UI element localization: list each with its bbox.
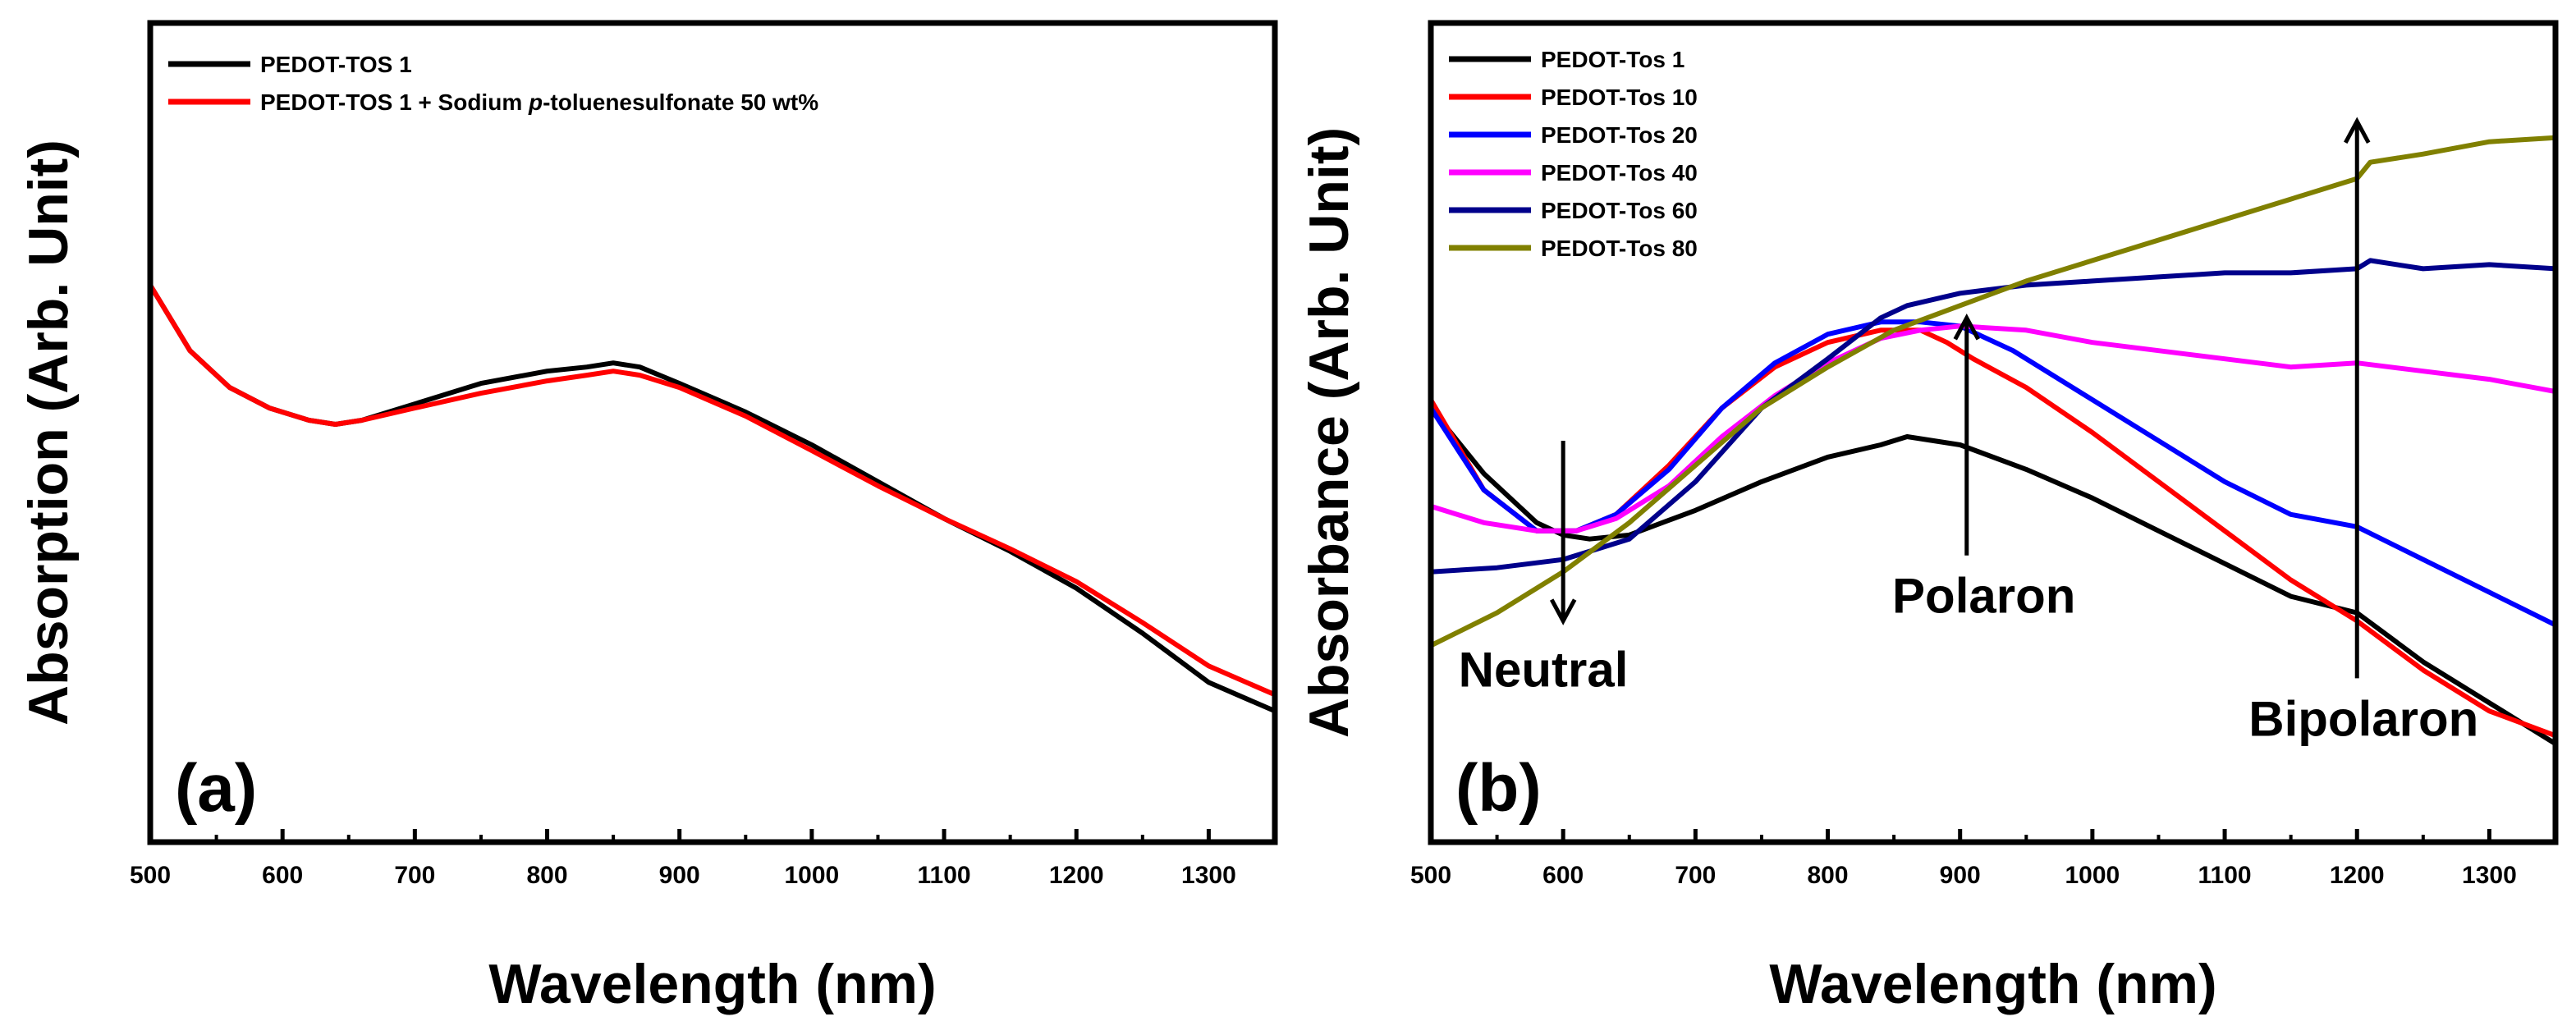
annotation-label-neutral: Neutral bbox=[1459, 642, 1629, 697]
legend-b: PEDOT-Tos 1 PEDOT-Tos 10 PEDOT-Tos 20 PEDOT… bbox=[1449, 47, 1698, 261]
annotation-arrow-polaron bbox=[1953, 314, 1980, 556]
x-tick-label: 500 bbox=[130, 862, 171, 889]
annotations-b: Neutral Polaron Bipolaron bbox=[1459, 117, 2478, 746]
series-layer-b bbox=[1431, 135, 2555, 747]
series-line-pedot-tos-80 bbox=[1431, 135, 2555, 648]
panel-b: 500 600 700 800 900 1000 1100 1200 1300 Waveleng… bbox=[1298, 20, 2559, 1015]
x-tick-label: 500 bbox=[1410, 862, 1451, 889]
plot-frame-a bbox=[147, 20, 1278, 845]
series-line-pedot-tos-1 bbox=[1431, 405, 2555, 747]
plot-frame-b bbox=[1428, 20, 2559, 845]
x-tick-label: 900 bbox=[659, 862, 700, 889]
panel-a: 500 600 700 800 900 1000 1100 1200 1300 Waveleng… bbox=[17, 20, 1278, 1015]
x-tick-label: 1200 bbox=[1049, 862, 1104, 889]
legend-label: PEDOT-Tos 1 bbox=[1541, 47, 1684, 72]
annotation-label-polaron: Polaron bbox=[1892, 569, 2075, 624]
x-axis-b: 500 600 700 800 900 1000 1100 1200 1300 bbox=[1410, 829, 2517, 889]
x-tick-label: 1300 bbox=[1181, 862, 1236, 889]
x-tick-label: 800 bbox=[526, 862, 567, 889]
x-tick-label: 1000 bbox=[785, 862, 840, 889]
x-tick-label: 1300 bbox=[2462, 862, 2517, 889]
y-axis-title-a: Absorption (Arb. Unit) bbox=[17, 140, 80, 726]
x-tick-label: 800 bbox=[1807, 862, 1848, 889]
series-line-pedot-tos-40 bbox=[1431, 323, 2555, 534]
legend-label: PEDOT-Tos 10 bbox=[1541, 85, 1698, 110]
x-tick-label: 1100 bbox=[918, 862, 971, 889]
legend-label: PEDOT-Tos 20 bbox=[1541, 122, 1698, 148]
legend-a: PEDOT-TOS 1 PEDOT-TOS 1 + Sodium p-toluen… bbox=[168, 52, 818, 115]
x-tick-label: 600 bbox=[1542, 862, 1584, 889]
annotation-label-bipolaron: Bipolaron bbox=[2248, 691, 2478, 746]
x-tick-label: 700 bbox=[1675, 862, 1716, 889]
series-line-pedot-tos-1 bbox=[150, 282, 1275, 714]
legend-label: PEDOT-Tos 80 bbox=[1541, 236, 1698, 261]
x-tick-label: 1200 bbox=[2330, 862, 2385, 889]
x-axis-title-b: Wavelength (nm) bbox=[1769, 953, 2216, 1015]
y-axis-title-b: Absorbance (Arb. Unit) bbox=[1298, 127, 1360, 738]
legend-label: PEDOT-Tos 60 bbox=[1541, 198, 1698, 223]
x-axis-a: 500 600 700 800 900 1000 1100 1200 1300 bbox=[130, 829, 1236, 889]
series-line-pedot-tos-60 bbox=[1431, 258, 2555, 575]
legend-label: PEDOT-Tos 40 bbox=[1541, 160, 1698, 185]
annotation-arrow-neutral bbox=[1549, 440, 1577, 625]
x-tick-label: 900 bbox=[1940, 862, 1981, 889]
series-line-pedot-tos-1-sodium-p-toluenesulfonate-50-wt bbox=[150, 282, 1275, 698]
legend-label: PEDOT-TOS 1 + Sodium p-toluenesulfonate … bbox=[260, 89, 818, 115]
annotation-arrow-bipolaron bbox=[2344, 117, 2371, 679]
series-layer-a bbox=[150, 282, 1275, 714]
x-tick-label: 1000 bbox=[2065, 862, 2120, 889]
panel-label-b: (b) bbox=[1455, 751, 1542, 826]
x-tick-label: 1100 bbox=[2198, 862, 2252, 889]
x-axis-title-a: Wavelength (nm) bbox=[488, 953, 936, 1015]
x-tick-label: 600 bbox=[262, 862, 303, 889]
x-tick-label: 700 bbox=[394, 862, 435, 889]
panel-label-a: (a) bbox=[175, 751, 257, 826]
legend-label: PEDOT-TOS 1 bbox=[260, 52, 412, 77]
